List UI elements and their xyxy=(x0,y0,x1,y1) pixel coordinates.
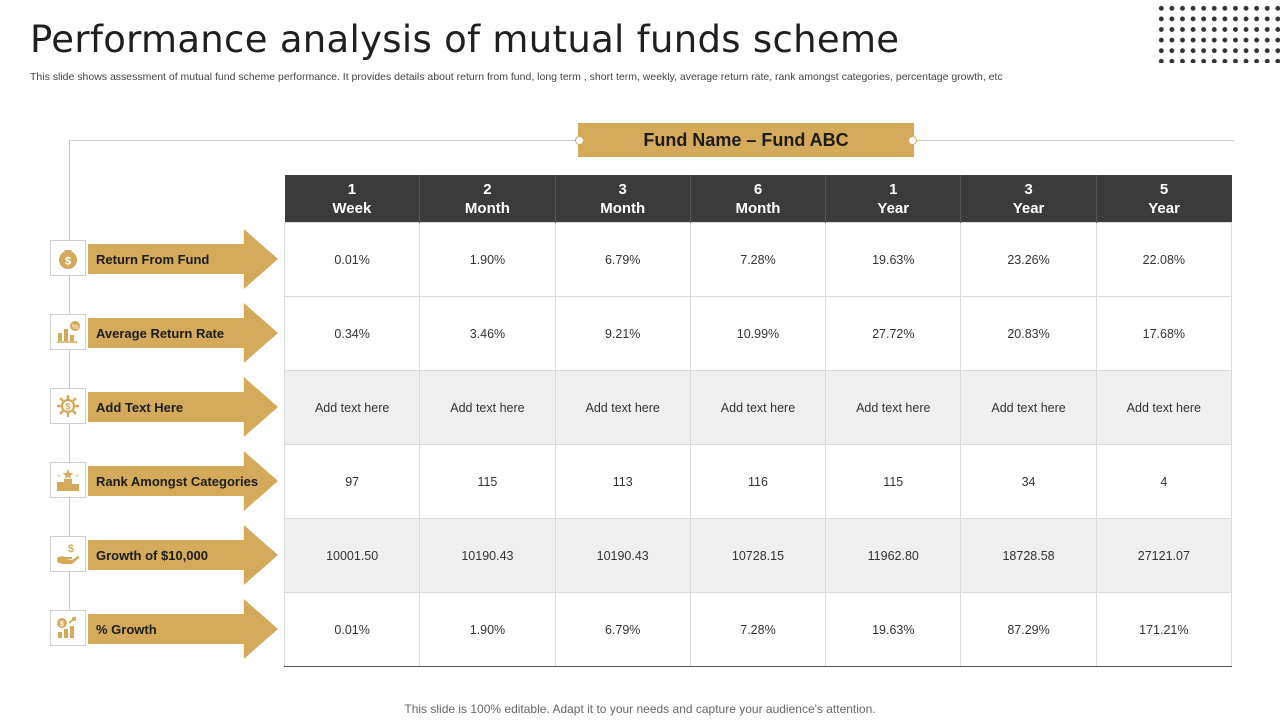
column-header: 1 Week xyxy=(284,175,420,223)
money-bag-icon: $ xyxy=(50,240,86,276)
table-cell: 1.90% xyxy=(419,222,556,297)
column-header: 6 Month xyxy=(689,175,826,223)
table-cell: 0.01% xyxy=(283,592,421,667)
table-cell: 6.79% xyxy=(554,222,691,297)
table-cell: 113 xyxy=(554,444,691,519)
table-cell: 87.29% xyxy=(960,592,1097,667)
table-cell: 6.79% xyxy=(554,592,691,667)
table-row: 0.34% 3.46% 9.21% 10.99% 27.72% 20.83% 17.68% xyxy=(283,296,1233,371)
gear-dollar-icon: $ xyxy=(50,388,86,424)
footer-note: This slide is 100% editable. Adapt it to… xyxy=(404,702,876,716)
row-label: % Average Return Rate xyxy=(50,303,280,363)
fund-name-banner: Fund Name – Fund ABC xyxy=(578,123,914,157)
svg-text:$: $ xyxy=(65,256,71,268)
svg-text:$: $ xyxy=(65,402,70,412)
table-row: 97 115 113 116 115 34 4 xyxy=(283,444,1233,519)
table-cell: 7.28% xyxy=(689,592,827,667)
table-cell: 27121.07 xyxy=(1095,518,1233,593)
table-cell: 23.26% xyxy=(960,222,1097,297)
table-cell: 27.72% xyxy=(825,296,962,371)
column-header: 2 Month xyxy=(419,175,556,223)
column-header: 5 Year xyxy=(1095,175,1232,223)
table-header-row: 1 Week 2 Month 3 Month 6 Month 1 Year 3 Year 5… xyxy=(284,175,1232,223)
table-cell: 171.21% xyxy=(1095,592,1233,667)
growth-bars-icon: $ xyxy=(50,610,86,646)
table-row: Add text here Add text here Add text here A… xyxy=(283,370,1233,445)
performance-table: 1 Week 2 Month 3 Month 6 Month 1 Year 3 Year 5… xyxy=(283,175,1233,667)
table-cell: 10.99% xyxy=(689,296,827,371)
chart-percent-icon: % xyxy=(50,314,86,350)
svg-text:$: $ xyxy=(68,543,74,555)
table-cell: Add text here xyxy=(1095,370,1233,445)
table-cell: 10728.15 xyxy=(689,518,827,593)
row-label-text: % Growth xyxy=(96,621,157,637)
row-label-text: Growth of $10,000 xyxy=(96,547,208,563)
table-row: 0.01% 1.90% 6.79% 7.28% 19.63% 87.29% 171.21% xyxy=(283,592,1233,667)
row-label: Rank Amongst Categories xyxy=(50,451,280,511)
table-cell: Add text here xyxy=(554,370,691,445)
table-cell: 7.28% xyxy=(689,222,827,297)
page-title: Performance analysis of mutual funds sch… xyxy=(30,18,900,61)
table-cell: 17.68% xyxy=(1095,296,1233,371)
ranking-podium-icon xyxy=(50,462,86,498)
row-label: $ Growth of $10,000 xyxy=(50,525,280,585)
table-cell: 10190.43 xyxy=(554,518,691,593)
banner-right-dot xyxy=(908,136,917,145)
column-header: 3 Month xyxy=(554,175,691,223)
column-header: 3 Year xyxy=(960,175,1097,223)
row-label: $ Return From Fund xyxy=(50,229,280,289)
table-cell: 115 xyxy=(825,444,962,519)
table-cell: 19.63% xyxy=(825,222,962,297)
svg-text:%: % xyxy=(72,324,78,331)
decorative-dot-pattern xyxy=(1156,3,1280,63)
table-cell: 10190.43 xyxy=(419,518,556,593)
table-cell: 4 xyxy=(1095,444,1233,519)
table-cell: 11962.80 xyxy=(825,518,962,593)
table-cell: Add text here xyxy=(825,370,962,445)
row-label-text: Average Return Rate xyxy=(96,325,225,341)
table-cell: Add text here xyxy=(419,370,556,445)
table-cell: 97 xyxy=(283,444,421,519)
row-label-text: Return From Fund xyxy=(96,251,210,267)
svg-text:$: $ xyxy=(60,621,64,628)
table-cell: 0.01% xyxy=(283,222,421,297)
banner-left-dot xyxy=(575,136,584,145)
table-cell: 116 xyxy=(689,444,827,519)
table-cell: 115 xyxy=(419,444,556,519)
row-label: $ Add Text Here xyxy=(50,377,280,437)
hand-dollar-icon: $ xyxy=(50,536,86,572)
table-cell: 18728.58 xyxy=(960,518,1097,593)
table-cell: 22.08% xyxy=(1095,222,1233,297)
table-cell: Add text here xyxy=(689,370,827,445)
table-cell: 1.90% xyxy=(419,592,556,667)
connector-line-vertical xyxy=(69,140,70,630)
table-cell: Add text here xyxy=(283,370,421,445)
table-cell: 10001.50 xyxy=(283,518,421,593)
page-subtitle: This slide shows assessment of mutual fu… xyxy=(30,71,1003,83)
table-cell: 20.83% xyxy=(960,296,1097,371)
row-label-text: Add Text Here xyxy=(96,399,184,415)
table-cell: 3.46% xyxy=(419,296,556,371)
row-label: $ % Growth xyxy=(50,599,280,659)
table-row: 10001.50 10190.43 10190.43 10728.15 11962.80… xyxy=(283,518,1233,593)
column-header: 1 Year xyxy=(825,175,961,223)
row-label-text: Rank Amongst Categories xyxy=(96,473,259,489)
table-cell: 19.63% xyxy=(825,592,962,667)
table-cell: 9.21% xyxy=(554,296,691,371)
table-row: 0.01% 1.90% 6.79% 7.28% 19.63% 23.26% 22.08% xyxy=(283,222,1233,297)
table-cell: 34 xyxy=(960,444,1097,519)
table-cell: 0.34% xyxy=(283,296,421,371)
table-cell: Add text here xyxy=(960,370,1097,445)
